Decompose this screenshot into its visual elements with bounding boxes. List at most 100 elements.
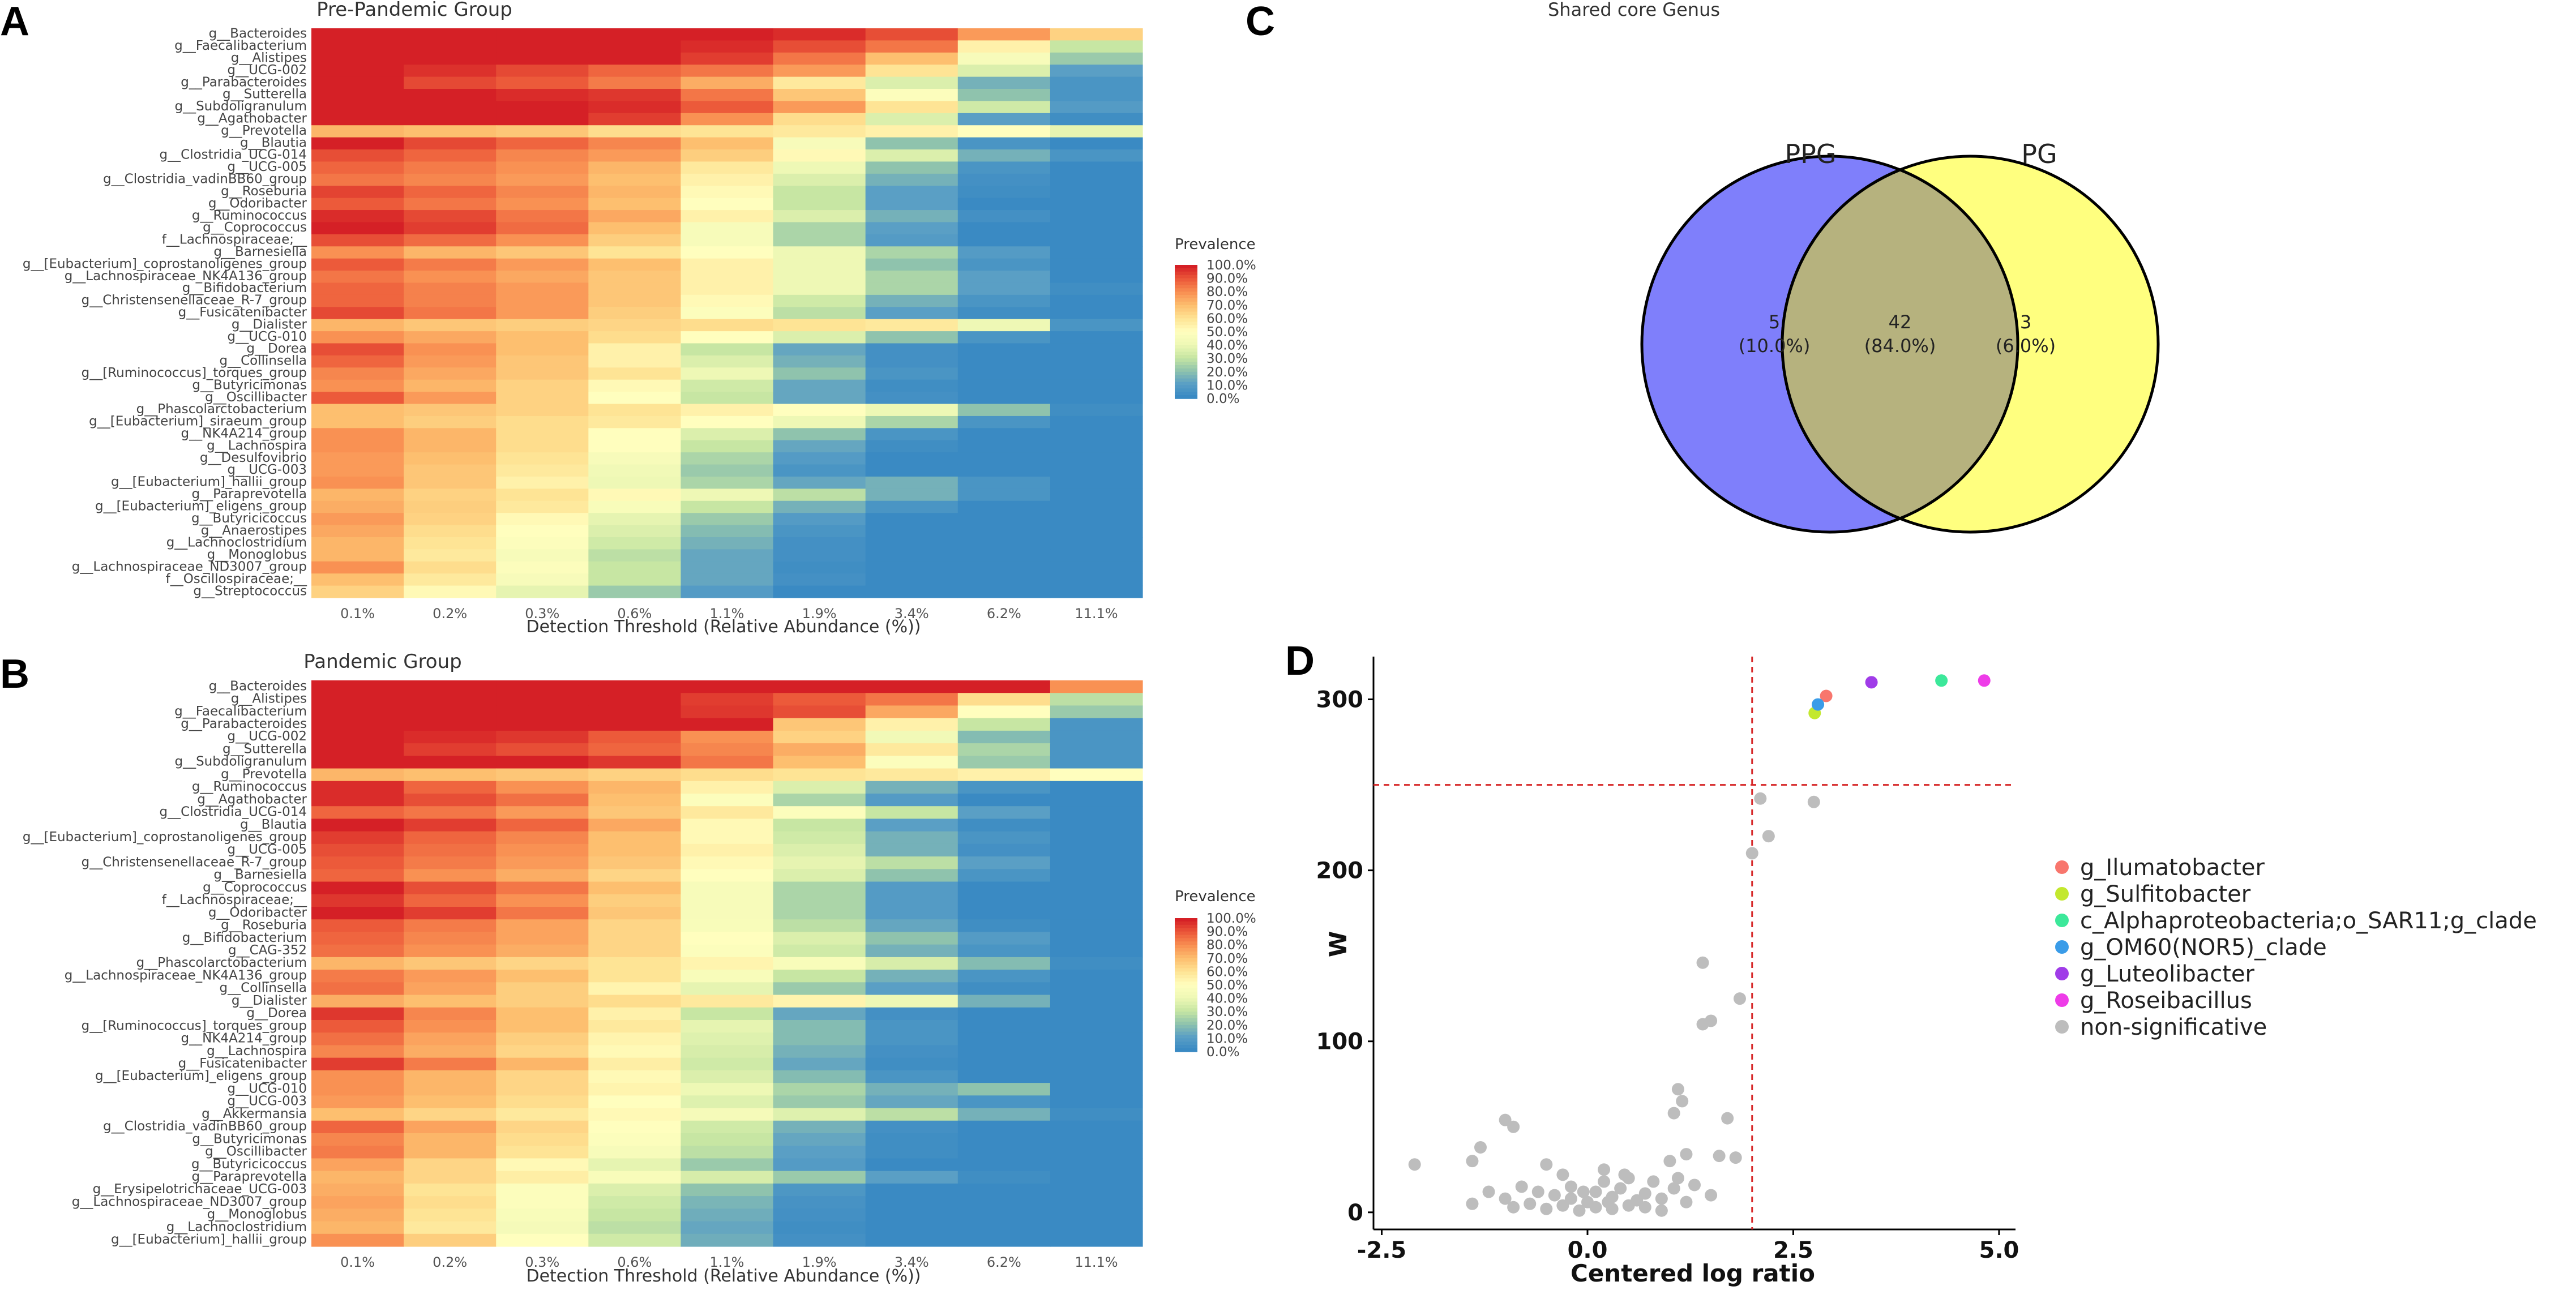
heatmap-cell: [773, 379, 866, 392]
heatmap-cell: [681, 331, 774, 344]
heatmap-cell: [957, 440, 1051, 453]
legend-color-step: [1175, 348, 1197, 353]
heatmap-cell: [404, 198, 497, 211]
heatmap-cell: [957, 794, 1051, 807]
heatmap-cell: [404, 718, 497, 731]
legend-color-step: [1175, 395, 1197, 399]
heatmap-cell: [311, 525, 404, 538]
heatmap-cell: [588, 271, 682, 284]
legend-color-step: [1175, 1042, 1197, 1045]
heatmap-row-label: g__Lachnospiraceae_ND3007_group: [72, 1194, 307, 1209]
heatmap-cell: [496, 970, 589, 983]
heatmap-cell: [865, 730, 958, 744]
heatmap-x-tick: 11.1%: [1075, 606, 1118, 622]
nonsig-point: [1482, 1185, 1495, 1198]
heatmap-cell: [496, 1045, 589, 1058]
heatmap-cell: [404, 995, 497, 1008]
heatmap-cell: [957, 1083, 1051, 1096]
heatmap-cell: [957, 1233, 1051, 1247]
heatmap-cell: [588, 367, 682, 380]
heatmap-cell: [404, 76, 497, 89]
heatmap-cell: [957, 271, 1051, 284]
panel-label-b: B: [0, 652, 29, 697]
heatmap-cell: [588, 919, 682, 933]
heatmap-cell: [773, 161, 866, 174]
heatmap-cell: [681, 440, 774, 453]
heatmap-cell: [1050, 355, 1143, 368]
legend-marker: [2055, 940, 2069, 954]
nonsig-point: [1515, 1180, 1528, 1193]
heatmap-cell: [681, 101, 774, 114]
heatmap-cell: [404, 768, 497, 782]
heatmap-cell: [404, 705, 497, 719]
heatmap-cell: [1050, 818, 1143, 832]
heatmap-cell: [404, 367, 497, 380]
legend-label: 60.0%: [1206, 311, 1248, 326]
legend-label: 30.0%: [1206, 352, 1248, 366]
heatmap-cell: [957, 1171, 1051, 1184]
heatmap-cell: [311, 271, 404, 284]
nonsig-point: [1618, 1168, 1631, 1181]
heatmap-cell: [496, 585, 589, 598]
heatmap-cell: [773, 680, 866, 693]
legend-color-step: [1175, 935, 1197, 939]
heatmap-cell: [773, 404, 866, 417]
heatmap-cell: [773, 693, 866, 706]
heatmap-cell: [773, 756, 866, 769]
heatmap-cell: [681, 452, 774, 465]
heatmap-cell: [1050, 198, 1143, 211]
heatmap-cell: [957, 307, 1051, 320]
scatter-x-ticks: -2.5 0.0 2.5 5.0: [1357, 1229, 2019, 1263]
heatmap-cell: [588, 831, 682, 845]
heatmap-cell: [311, 125, 404, 138]
heatmap-row-label: g__Lachnospiraceae_NK4A136_group: [65, 269, 307, 284]
legend-colorbar: [1175, 918, 1197, 1052]
heatmap-cell: [404, 1120, 497, 1134]
legend-color-step: [1175, 345, 1197, 349]
heatmap-cell: [496, 1032, 589, 1046]
heatmap-cell: [865, 718, 958, 731]
heatmap-cell: [773, 488, 866, 502]
legend-color-step: [1175, 918, 1197, 922]
legend-color-step: [1175, 954, 1197, 959]
heatmap-cell: [681, 1158, 774, 1172]
heatmap-cell: [957, 1221, 1051, 1235]
scatter-legend: g_Ilumatobacterg_Sulfitobacterc_Alphapro…: [2055, 855, 2537, 1040]
heatmap-cell: [773, 718, 866, 731]
heatmap-cell: [1050, 52, 1143, 65]
legend-color-step: [1175, 1005, 1197, 1009]
heatmap-cell: [588, 1007, 682, 1021]
heatmap-cell: [865, 743, 958, 756]
nonsig-point: [1638, 1201, 1651, 1214]
heatmap-cell: [773, 1146, 866, 1159]
heatmap-cell: [404, 907, 497, 920]
heatmap-row-label: g__[Eubacterium]_coprostanoligenes_group: [23, 830, 307, 845]
legend-label: 90.0%: [1206, 272, 1248, 286]
heatmap-cell: [588, 294, 682, 307]
heatmap-cell: [865, 367, 958, 380]
heatmap-cell: [957, 1045, 1051, 1058]
legend-entry: g_Sulfitobacter: [2080, 881, 2251, 907]
nonsig-point: [1807, 795, 1820, 808]
legend-color-step: [1175, 311, 1197, 316]
heatmap-cell: [404, 970, 497, 983]
heatmap-row-label: g__Sutterella: [222, 87, 307, 102]
heatmap-cell: [588, 794, 682, 807]
heatmap-row-label: g__Ruminococcus: [192, 208, 307, 223]
heatmap-cell: [681, 367, 774, 380]
heatmap-cell: [404, 831, 497, 845]
heatmap-cell: [311, 392, 404, 405]
heatmap-cell: [588, 1221, 682, 1235]
heatmap-cell: [496, 40, 589, 53]
heatmap-cell: [1050, 843, 1143, 857]
heatmap-cell: [588, 1070, 682, 1083]
heatmap-row-label: g__Agathobacter: [197, 112, 307, 126]
heatmap-cell: [588, 549, 682, 562]
heatmap-cell: [1050, 125, 1143, 138]
heatmap-cell: [957, 101, 1051, 114]
nonsig-point: [1499, 1192, 1512, 1205]
heatmap-cell: [865, 856, 958, 869]
heatmap-cell: [865, 944, 958, 958]
heatmap-cell: [588, 680, 682, 693]
